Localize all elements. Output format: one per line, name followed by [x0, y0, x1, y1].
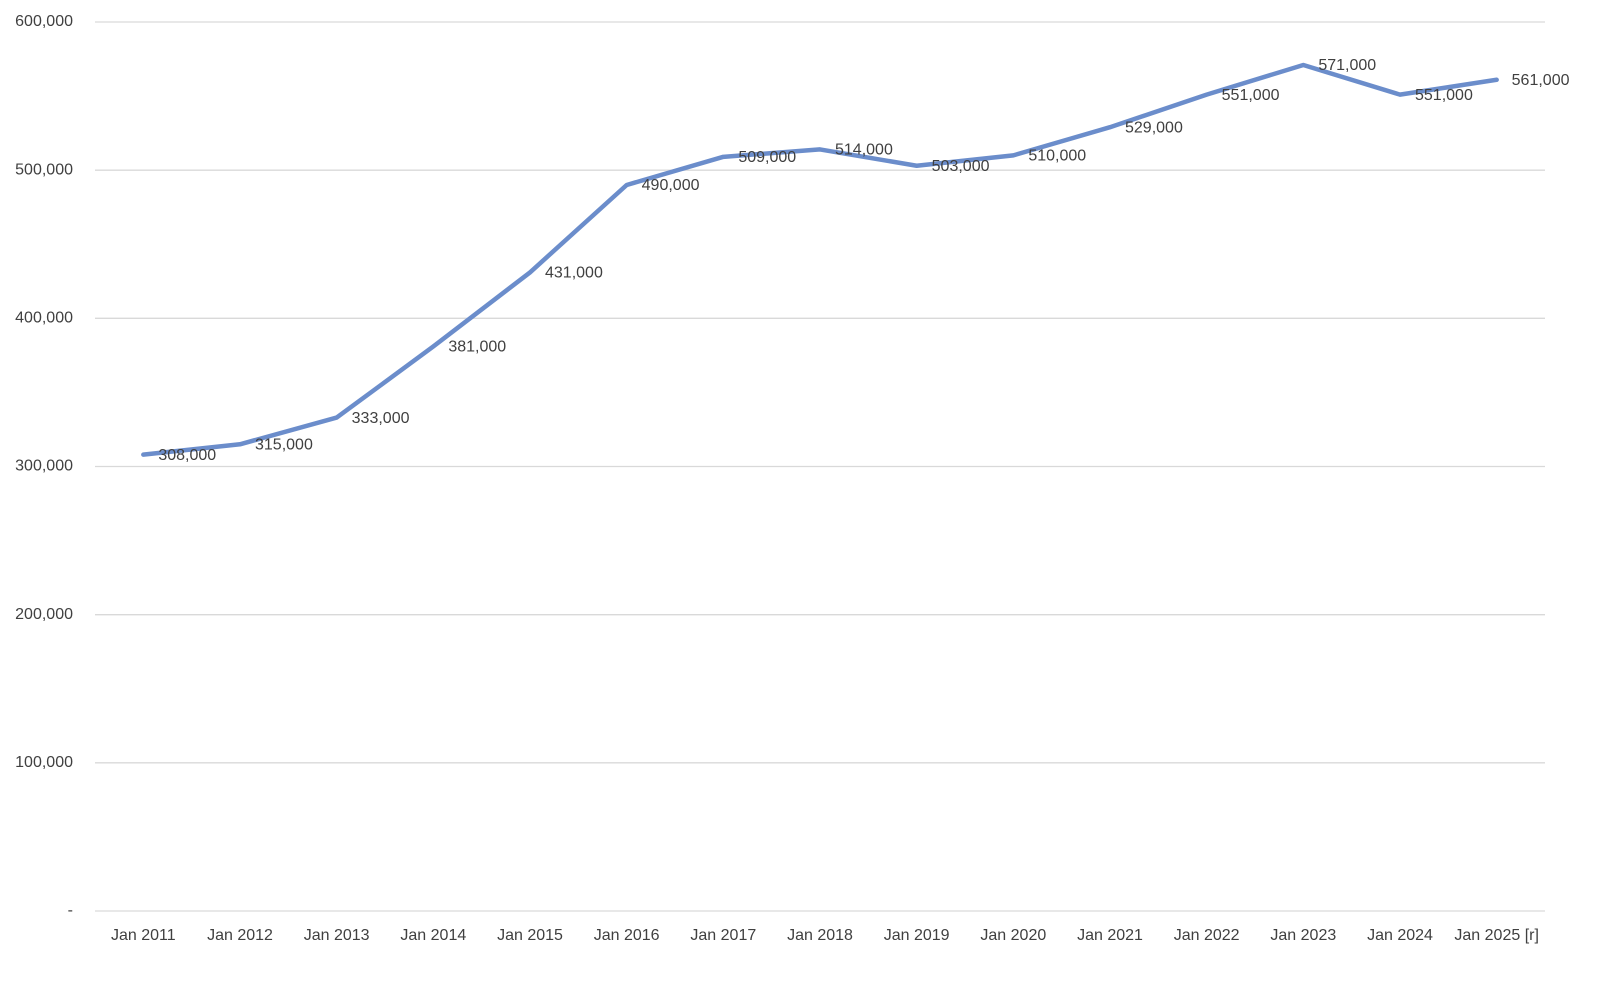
data-label: 514,000 — [835, 142, 893, 159]
y-tick-label: 100,000 — [15, 754, 73, 771]
data-label: 551,000 — [1222, 87, 1280, 104]
x-tick-label: Jan 2022 — [1174, 927, 1240, 944]
x-tick-label: Jan 2011 — [111, 927, 176, 944]
y-tick-label: 500,000 — [15, 161, 73, 178]
x-tick-label: Jan 2016 — [594, 927, 660, 944]
y-tick-label: 600,000 — [15, 13, 73, 30]
x-tick-label: Jan 2019 — [884, 927, 950, 944]
x-tick-label: Jan 2013 — [304, 927, 370, 944]
data-label: 308,000 — [158, 447, 216, 464]
x-tick-label: Jan 2020 — [980, 927, 1046, 944]
data-label: 431,000 — [545, 265, 603, 282]
x-tick-label: Jan 2018 — [787, 927, 853, 944]
x-tick-label: Jan 2025 [r] — [1454, 927, 1539, 944]
data-label: 529,000 — [1125, 119, 1183, 136]
y-tick-label: 400,000 — [15, 310, 73, 327]
x-tick-label: Jan 2023 — [1270, 927, 1336, 944]
data-label: 571,000 — [1318, 57, 1376, 74]
y-tick-label: 200,000 — [15, 606, 73, 623]
x-tick-label: Jan 2014 — [400, 927, 466, 944]
data-label: 561,000 — [1512, 72, 1570, 89]
x-tick-label: Jan 2012 — [207, 927, 273, 944]
data-label: 503,000 — [932, 158, 990, 175]
y-tick-label: 300,000 — [15, 458, 73, 475]
x-tick-label: Jan 2024 — [1367, 927, 1433, 944]
x-tick-label: Jan 2017 — [690, 927, 756, 944]
line-series — [141, 62, 1499, 457]
x-tick-label: Jan 2021 — [1077, 927, 1143, 944]
data-label: 509,000 — [738, 149, 796, 166]
x-tick-label: Jan 2015 — [497, 927, 563, 944]
data-label: 333,000 — [352, 410, 410, 427]
data-label: 381,000 — [448, 339, 506, 356]
data-label: 551,000 — [1415, 87, 1473, 104]
data-label: 490,000 — [642, 177, 700, 194]
data-label: 510,000 — [1028, 148, 1086, 165]
y-tick-label: - — [68, 902, 73, 919]
data-label: 315,000 — [255, 436, 313, 453]
